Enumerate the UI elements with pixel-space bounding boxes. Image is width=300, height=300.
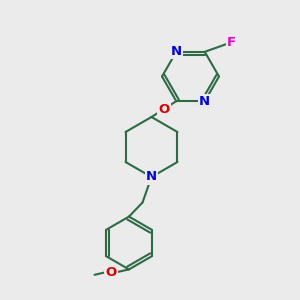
Text: N: N [171,45,182,58]
Text: N: N [146,170,157,184]
Text: F: F [226,36,236,49]
Text: O: O [158,103,169,116]
Text: N: N [199,95,210,108]
Text: O: O [105,266,117,279]
